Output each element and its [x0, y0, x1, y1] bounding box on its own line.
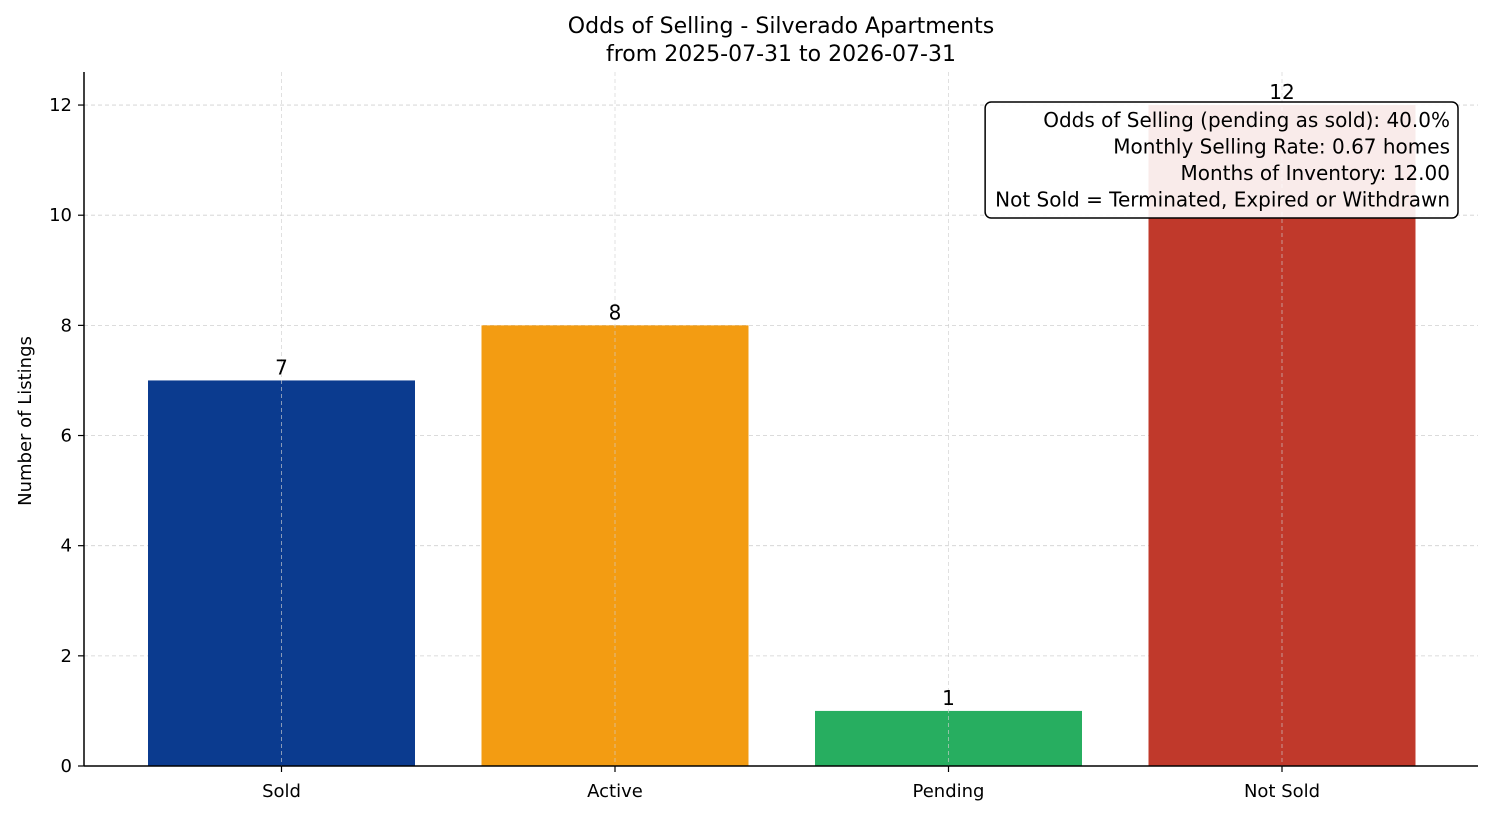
- axes: 0 2 4 6 8 10 12 Sold Active Pending Not Sold: [49, 72, 1478, 802]
- y-tick-label: 0: [61, 756, 72, 777]
- x-tick-label: Active: [587, 781, 643, 802]
- y-tick-label: 10: [49, 205, 72, 226]
- y-axis-label: Number of Listings: [15, 336, 36, 506]
- x-tick-label: Pending: [913, 781, 985, 802]
- x-tick-label: Not Sold: [1244, 781, 1320, 802]
- annotation-line: Monthly Selling Rate: 0.67 homes: [1113, 135, 1450, 159]
- y-tick-label: 2: [61, 646, 72, 667]
- chart-title: Odds of Selling - Silverado Apartments: [568, 14, 994, 39]
- bar-value-label: 8: [609, 300, 622, 324]
- annotation-line: Months of Inventory: 12.00: [1180, 161, 1450, 185]
- y-tick-label: 12: [49, 95, 72, 116]
- bar-value-label: 1: [942, 686, 955, 710]
- annotation-line: Not Sold = Terminated, Expired or Withdr…: [995, 188, 1450, 212]
- bar-value-label: 7: [275, 355, 288, 379]
- bar-active: [481, 325, 749, 766]
- bar-value-label: 12: [1269, 80, 1294, 104]
- y-tick-label: 6: [61, 426, 72, 447]
- data-labels: 7 8 1 12: [275, 80, 1295, 710]
- annotation-line: Odds of Selling (pending as sold): 40.0%: [1043, 108, 1450, 132]
- chart-subtitle: from 2025-07-31 to 2026-07-31: [606, 42, 956, 67]
- y-tick-label: 4: [61, 536, 72, 557]
- annotation-frame: [984, 101, 1459, 219]
- x-tick-label: Sold: [262, 781, 301, 802]
- annotation-box: Odds of Selling (pending as sold): 40.0%…: [984, 101, 1459, 219]
- y-tick-label: 8: [61, 315, 72, 336]
